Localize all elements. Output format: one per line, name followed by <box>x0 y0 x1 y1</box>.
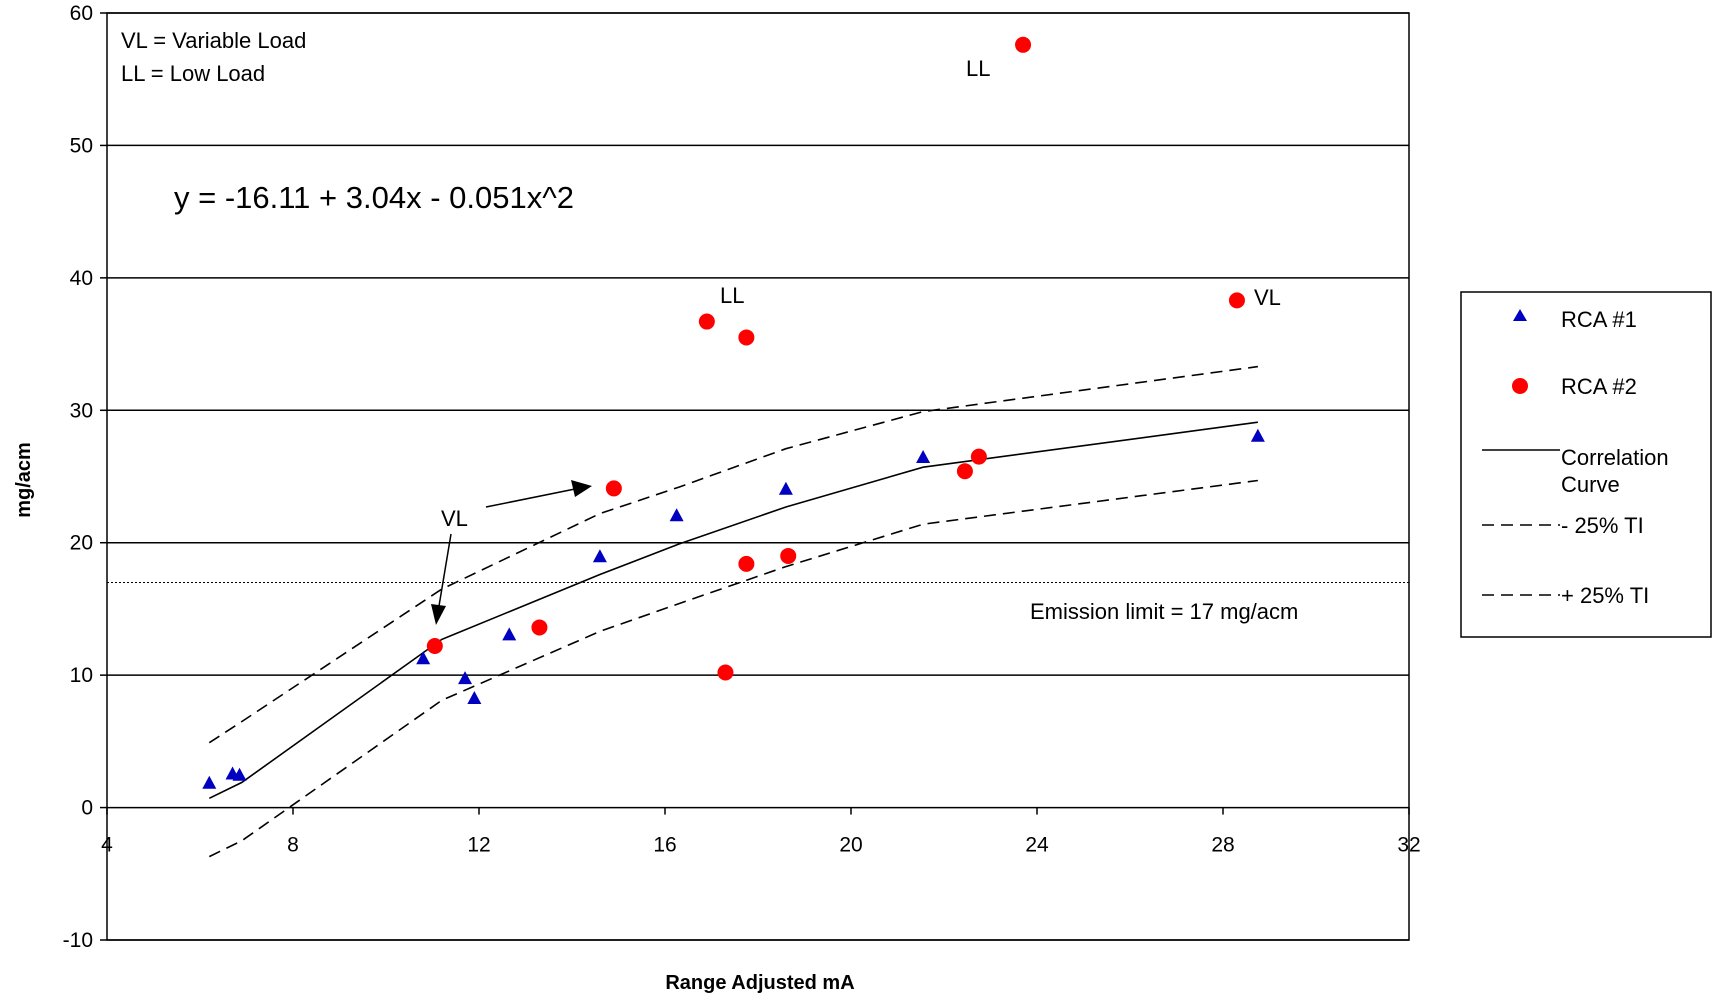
point-rca1-3 <box>416 651 431 665</box>
legend-label-correlation-1: Correlation <box>1561 445 1669 470</box>
point-rca1-0 <box>202 775 217 789</box>
point-rca1-4 <box>458 671 473 685</box>
legend-marker-rca2 <box>1512 378 1528 394</box>
point-rca2-4 <box>717 664 734 681</box>
point-rca1-6 <box>502 627 517 641</box>
point-rca2-1 <box>531 619 548 636</box>
series-points <box>202 36 1265 789</box>
legend-box <box>1460 291 1712 638</box>
point-rca1-10 <box>916 449 931 463</box>
legend-label-rca2: RCA #2 <box>1561 374 1637 399</box>
y-tick-label: 50 <box>70 134 93 157</box>
point-rca1-11 <box>1250 428 1265 442</box>
x-tick-label: 28 <box>1211 834 1234 857</box>
label-ll-top: LL <box>966 56 990 81</box>
point-rca2-9 <box>970 448 987 465</box>
y-tick-label: 40 <box>70 267 93 290</box>
point-rca2-7 <box>780 547 797 564</box>
series-line-2 <box>208 421 1259 800</box>
point-rca2-10 <box>1015 36 1032 53</box>
x-tick-label: 16 <box>653 834 676 857</box>
x-axis-title: Range Adjusted mA <box>665 972 854 994</box>
legend-label-minus: - 25% TI <box>1561 513 1644 538</box>
series-line-3 <box>208 479 1259 858</box>
y-tick-label: -10 <box>63 929 93 952</box>
point-rca2-0 <box>426 638 443 655</box>
x-tick-label: 24 <box>1025 834 1049 857</box>
regression-equation: y = -16.11 + 3.04x - 0.051x^2 <box>174 180 574 215</box>
point-rca1-7 <box>592 549 607 563</box>
series-lines <box>208 365 1259 858</box>
note-low-load: LL = Low Load <box>121 61 265 86</box>
y-tick-label: 0 <box>81 797 93 820</box>
grid-lines <box>107 12 1409 941</box>
point-rca2-2 <box>605 480 622 497</box>
point-rca2-5 <box>738 555 755 572</box>
y-tick-label: 20 <box>70 532 93 555</box>
y-tick-label: 10 <box>70 664 93 687</box>
y-tick-label: 30 <box>70 399 93 422</box>
point-rca1-8 <box>669 508 684 522</box>
vl-arrow-right <box>485 480 592 508</box>
point-rca1-2 <box>232 767 247 781</box>
label-emission-limit: Emission limit = 17 mg/acm <box>1030 599 1298 624</box>
point-rca2-6 <box>738 329 755 346</box>
legend: RCA #1 RCA #2 Correlation Curve - 25% TI… <box>1460 291 1712 638</box>
series-line-4 <box>208 365 1259 744</box>
legend-marker-rca1 <box>1513 309 1527 321</box>
point-rca2-11 <box>1228 292 1245 309</box>
x-tick-label: 12 <box>467 834 490 857</box>
legend-label-plus: + 25% TI <box>1561 583 1649 608</box>
x-tick-label: 20 <box>839 834 862 857</box>
label-ll-mid: LL <box>720 283 744 308</box>
y-tick-label: 60 <box>70 2 93 25</box>
vl-arrow-down <box>431 533 452 625</box>
label-vl-right: VL <box>1254 285 1281 310</box>
point-rca1-9 <box>778 481 793 495</box>
x-axis-ticks: 4 8 12 16 20 24 28 32 <box>101 807 1421 857</box>
label-vl-arrows: VL <box>441 506 468 531</box>
y-axis-ticks: -10 0 10 20 30 40 50 60 <box>63 2 107 952</box>
point-rca2-8 <box>956 463 973 480</box>
y-axis-title: mg/acm <box>13 442 35 518</box>
note-variable-load: VL = Variable Load <box>121 28 306 53</box>
point-rca2-3 <box>698 313 715 330</box>
x-tick-label: 8 <box>287 834 299 857</box>
legend-label-rca1: RCA #1 <box>1561 307 1637 332</box>
point-rca1-5 <box>467 690 482 704</box>
legend-label-correlation-2: Curve <box>1561 472 1620 497</box>
plot-area-border <box>106 12 1410 941</box>
